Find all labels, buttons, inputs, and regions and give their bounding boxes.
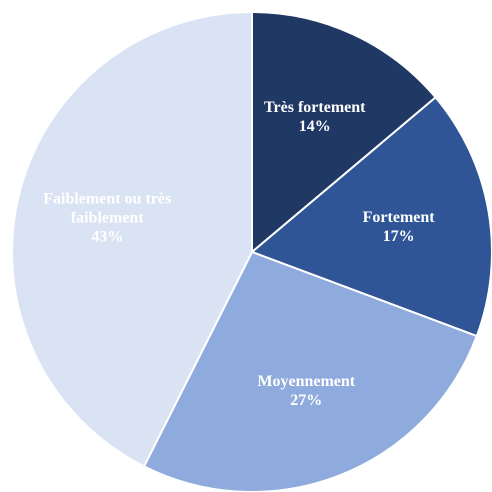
category-label: Fortement [362, 208, 435, 226]
slice-label: Faiblement ou très faiblement 43% [40, 189, 175, 246]
category-label: Moyennement [257, 372, 356, 390]
pie-slice [251, 10, 437, 255]
pie-slice [250, 96, 492, 338]
slice-label: Très fortement 14% [247, 98, 382, 136]
value-label: 17% [382, 227, 415, 245]
pie-slice [142, 250, 479, 492]
value-label: 14% [298, 118, 331, 136]
category-label: Faiblement ou très faiblement [43, 190, 172, 227]
value-label: 43% [91, 228, 124, 246]
category-label: Très fortement [264, 99, 366, 117]
value-label: 27% [290, 391, 323, 409]
pie-slice [11, 10, 253, 468]
slice-label: Moyennement 27% [239, 372, 374, 410]
slice-label: Fortement 17% [331, 208, 466, 246]
